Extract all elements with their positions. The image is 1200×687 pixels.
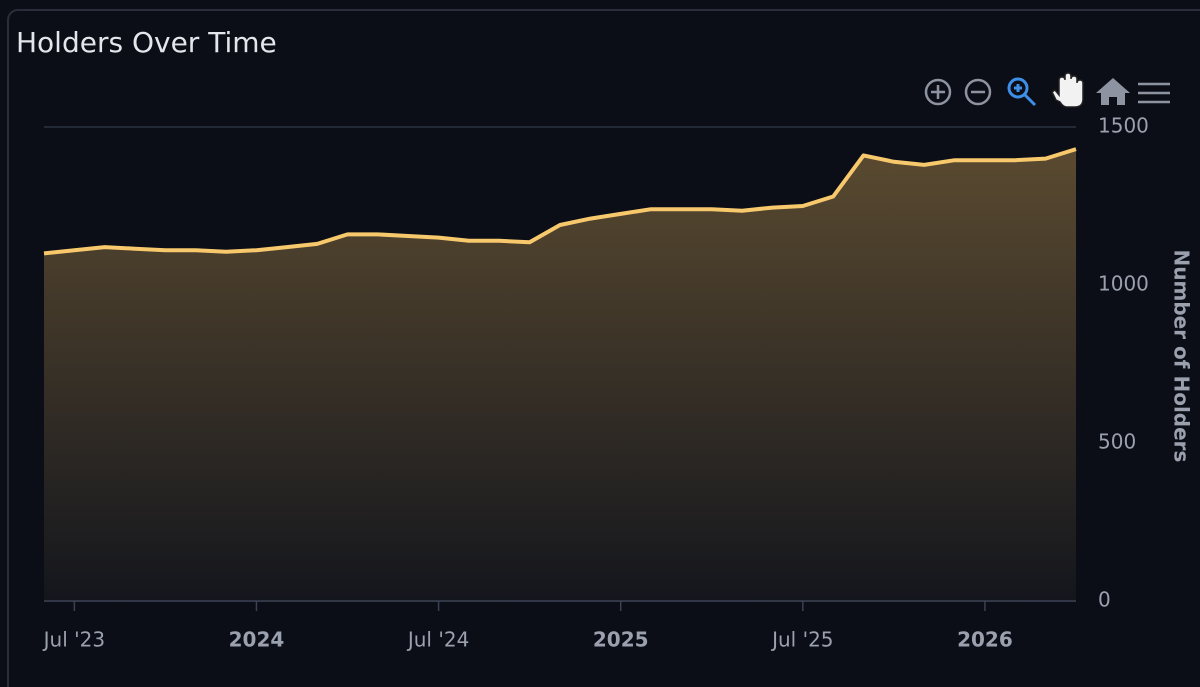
y-tick-label: 500	[1098, 430, 1136, 454]
x-tick-label: 2024	[229, 628, 285, 652]
x-tick-label: Jul '23	[42, 628, 105, 652]
x-tick-label: 2026	[957, 628, 1013, 652]
toolbar	[924, 72, 1170, 108]
y-tick-label: 0	[1098, 588, 1111, 612]
y-axis-title: Number of Holders	[1170, 250, 1194, 463]
menu-button[interactable]	[1138, 82, 1170, 104]
zoom-out-button[interactable]	[964, 78, 992, 106]
area-fill	[44, 149, 1076, 601]
y-tick-label: 1000	[1098, 272, 1149, 296]
line	[43, 147, 1077, 256]
zoom-in-button[interactable]	[924, 78, 952, 106]
x-tick-label: Jul '24	[406, 628, 469, 652]
x-tick-label: Jul '25	[770, 628, 833, 652]
y-tick-label: 1500	[1098, 114, 1149, 138]
zoom-select-button[interactable]	[1007, 77, 1037, 107]
pan-button[interactable]	[1051, 72, 1084, 108]
chart-title: Holders Over Time	[16, 26, 277, 59]
x-tick-label: 2025	[593, 628, 649, 652]
reset-button[interactable]	[1096, 78, 1130, 105]
